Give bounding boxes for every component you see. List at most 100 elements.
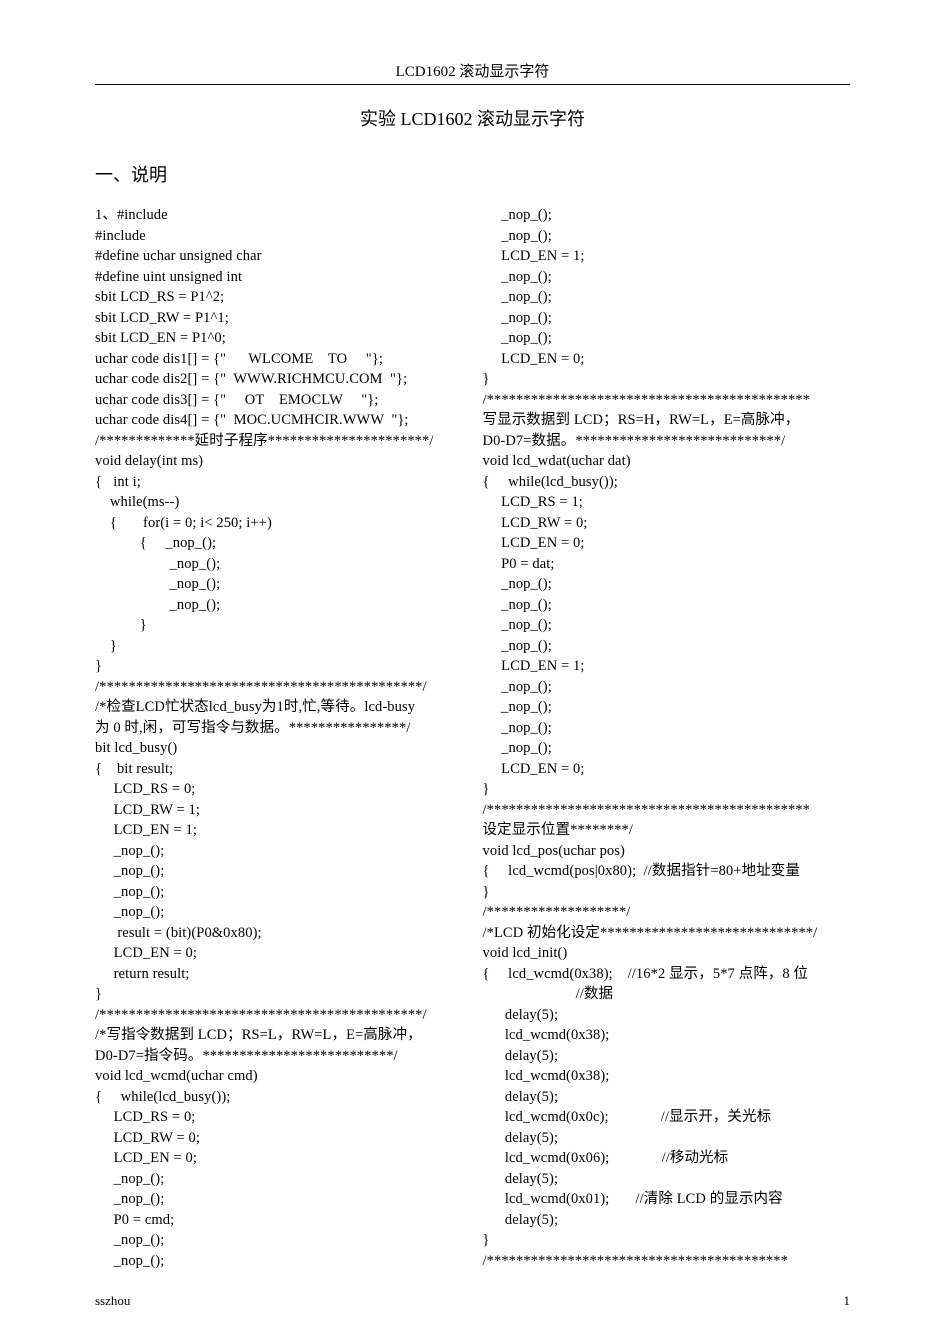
code-line: /***************************************… xyxy=(483,390,851,411)
code-line: _nop_(); xyxy=(483,205,851,226)
code-line: LCD_EN = 1; xyxy=(95,820,463,841)
code-line: 写显示数据到 LCD；RS=H，RW=L，E=高脉冲， xyxy=(483,410,851,431)
code-line: lcd_wcmd(0x06); //移动光标 xyxy=(483,1148,851,1169)
code-line: uchar code dis2[] = {" WWW.RICHMCU.COM "… xyxy=(95,369,463,390)
code-line: { int i; xyxy=(95,472,463,493)
code-line: LCD_EN = 0; xyxy=(95,943,463,964)
code-line: _nop_(); xyxy=(95,1230,463,1251)
code-line: { for(i = 0; i< 250; i++) xyxy=(95,513,463,534)
code-line: 1、#include xyxy=(95,205,463,226)
code-line: void lcd_wdat(uchar dat) xyxy=(483,451,851,472)
code-line: { _nop_(); xyxy=(95,533,463,554)
code-line: _nop_(); xyxy=(95,861,463,882)
code-line: /*检查LCD忙状态lcd_busy为1时,忙,等待。lcd-busy xyxy=(95,697,463,718)
code-line: lcd_wcmd(0x01); //清除 LCD 的显示内容 xyxy=(483,1189,851,1210)
page-footer: sszhou 1 xyxy=(95,1293,850,1309)
code-line: LCD_RS = 0; xyxy=(95,1107,463,1128)
code-line: delay(5); xyxy=(483,1169,851,1190)
code-line: { lcd_wcmd(0x38); //16*2 显示，5*7 点阵，8 位 xyxy=(483,964,851,985)
code-line: while(ms--) xyxy=(95,492,463,513)
code-line: delay(5); xyxy=(483,1005,851,1026)
code-line: { while(lcd_busy()); xyxy=(95,1087,463,1108)
code-line: D0-D7=数据。****************************/ xyxy=(483,431,851,452)
code-line: } xyxy=(95,984,463,1005)
code-line: delay(5); xyxy=(483,1046,851,1067)
code-line: _nop_(); xyxy=(95,882,463,903)
code-line: _nop_(); xyxy=(95,902,463,923)
code-line: _nop_(); xyxy=(483,697,851,718)
code-line: delay(5); xyxy=(483,1087,851,1108)
code-line: result = (bit)(P0&0x80); xyxy=(95,923,463,944)
code-line: LCD_EN = 0; xyxy=(483,759,851,780)
footer-author: sszhou xyxy=(95,1293,130,1309)
code-line: } xyxy=(95,656,463,677)
code-line: LCD_EN = 0; xyxy=(95,1148,463,1169)
code-line: LCD_EN = 1; xyxy=(483,246,851,267)
code-line: sbit LCD_RW = P1^1; xyxy=(95,308,463,329)
code-line: _nop_(); xyxy=(483,226,851,247)
code-line: _nop_(); xyxy=(95,554,463,575)
page-header: LCD1602 滚动显示字符 xyxy=(95,60,850,85)
code-line: /*写指令数据到 LCD；RS=L，RW=L，E=高脉冲， xyxy=(95,1025,463,1046)
code-line: _nop_(); xyxy=(483,595,851,616)
code-line: { while(lcd_busy()); xyxy=(483,472,851,493)
column-left: 1、#include#include#define uchar unsigned… xyxy=(95,205,463,1271)
code-line: /***************************************… xyxy=(95,1005,463,1026)
two-column-layout: 1、#include#include#define uchar unsigned… xyxy=(95,205,850,1271)
code-line: LCD_EN = 1; xyxy=(483,656,851,677)
code-line: /*******************/ xyxy=(483,902,851,923)
code-line: _nop_(); xyxy=(95,574,463,595)
code-line: #define uint unsigned int xyxy=(95,267,463,288)
code-line: } xyxy=(95,636,463,657)
code-line: LCD_RW = 1; xyxy=(95,800,463,821)
section-heading: 一、说明 xyxy=(95,161,850,187)
code-line: void lcd_pos(uchar pos) xyxy=(483,841,851,862)
code-line: _nop_(); xyxy=(483,677,851,698)
code-line: return result; xyxy=(95,964,463,985)
document-title: 实验 LCD1602 滚动显示字符 xyxy=(95,105,850,131)
code-line: sbit LCD_EN = P1^0; xyxy=(95,328,463,349)
code-line: D0-D7=指令码。**************************/ xyxy=(95,1046,463,1067)
code-line: _nop_(); xyxy=(483,287,851,308)
code-line: _nop_(); xyxy=(483,267,851,288)
code-line: LCD_EN = 0; xyxy=(483,349,851,370)
code-line: } xyxy=(483,369,851,390)
code-line: lcd_wcmd(0x38); xyxy=(483,1066,851,1087)
code-line: #include xyxy=(95,226,463,247)
code-line: /***************************************… xyxy=(483,1251,851,1272)
code-line: _nop_(); xyxy=(95,595,463,616)
code-line: _nop_(); xyxy=(95,841,463,862)
code-line: } xyxy=(483,779,851,800)
code-line: _nop_(); xyxy=(483,328,851,349)
code-line: _nop_(); xyxy=(95,1189,463,1210)
code-line: } xyxy=(95,615,463,636)
code-line: P0 = dat; xyxy=(483,554,851,575)
code-line: _nop_(); xyxy=(95,1169,463,1190)
code-line: uchar code dis3[] = {" OT EMOCLW "}; xyxy=(95,390,463,411)
code-line: lcd_wcmd(0x38); xyxy=(483,1025,851,1046)
code-line: delay(5); xyxy=(483,1128,851,1149)
code-line: /***************************************… xyxy=(483,800,851,821)
code-line: _nop_(); xyxy=(483,636,851,657)
column-right: _nop_(); _nop_(); LCD_EN = 1; _nop_(); _… xyxy=(483,205,851,1271)
code-line: 设定显示位置********/ xyxy=(483,820,851,841)
code-line: /***************************************… xyxy=(95,677,463,698)
code-line: { bit result; xyxy=(95,759,463,780)
code-line: LCD_EN = 0; xyxy=(483,533,851,554)
code-line: LCD_RS = 1; xyxy=(483,492,851,513)
code-line: uchar code dis1[] = {" WLCOME TO "}; xyxy=(95,349,463,370)
code-line: void lcd_wcmd(uchar cmd) xyxy=(95,1066,463,1087)
code-line: _nop_(); xyxy=(95,1251,463,1272)
code-line: uchar code dis4[] = {" MOC.UCMHCIR.WWW "… xyxy=(95,410,463,431)
code-line: } xyxy=(483,882,851,903)
code-line: /*************延时子程序*********************… xyxy=(95,431,463,452)
code-line: _nop_(); xyxy=(483,738,851,759)
code-line: _nop_(); xyxy=(483,574,851,595)
code-line: } xyxy=(483,1230,851,1251)
code-line: LCD_RW = 0; xyxy=(95,1128,463,1149)
code-line: bit lcd_busy() xyxy=(95,738,463,759)
document-page: LCD1602 滚动显示字符 实验 LCD1602 滚动显示字符 一、说明 1、… xyxy=(0,0,945,1301)
code-line: _nop_(); xyxy=(483,308,851,329)
code-line: 为 0 时,闲，可写指令与数据。****************/ xyxy=(95,718,463,739)
code-line: void delay(int ms) xyxy=(95,451,463,472)
